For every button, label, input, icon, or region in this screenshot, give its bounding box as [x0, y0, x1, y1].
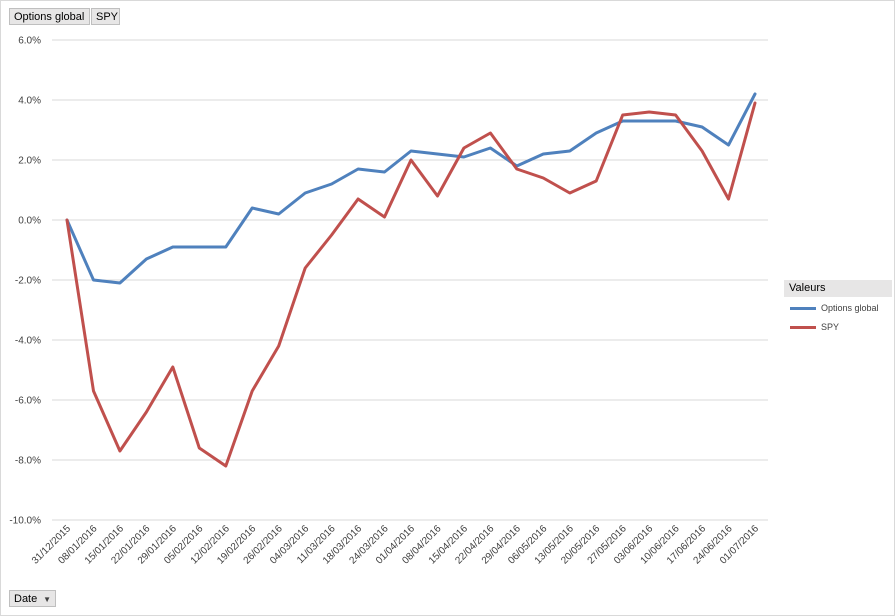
legend-label-options-global: Options global	[821, 303, 879, 313]
legend-item-options-global[interactable]: Options global	[790, 301, 879, 315]
series-line-spy[interactable]	[65, 101, 757, 468]
legend-swatch-options-global	[790, 307, 816, 311]
y-tick-label: 0.0%	[18, 216, 41, 227]
filter-button-options-global[interactable]: Options global	[9, 8, 90, 25]
legend-label-spy: SPY	[821, 322, 840, 332]
axis-field-date-label: Date	[14, 593, 38, 605]
y-tick-label: 6.0%	[18, 36, 41, 47]
y-tick-label: -10.0%	[9, 516, 41, 527]
legend-title: Valeurs	[784, 280, 892, 297]
y-tick-label: -6.0%	[15, 396, 41, 407]
legend-swatch-spy	[790, 326, 816, 330]
legend-item-spy[interactable]: SPY	[790, 320, 839, 334]
gridlines	[52, 39, 768, 521]
x-axis-ticks: 31/12/201508/01/201615/01/201622/01/2016…	[30, 523, 761, 566]
series-line-options-global[interactable]	[65, 92, 757, 285]
y-tick-label: 2.0%	[18, 156, 41, 167]
dropdown-arrow-icon: ▼	[43, 595, 51, 604]
axis-field-date-button[interactable]: Date ▼	[9, 590, 56, 607]
filter-button-spy[interactable]: SPY	[91, 8, 120, 25]
y-tick-label: -8.0%	[15, 456, 41, 467]
y-axis-ticks: 6.0% 4.0% 2.0% 0.0% -2.0% -4.0% -6.0% -8.0% -10.…	[9, 36, 41, 527]
y-tick-label: -2.0%	[15, 276, 41, 287]
series-lines	[65, 92, 757, 468]
y-tick-label: -4.0%	[15, 336, 41, 347]
y-tick-label: 4.0%	[18, 96, 41, 107]
